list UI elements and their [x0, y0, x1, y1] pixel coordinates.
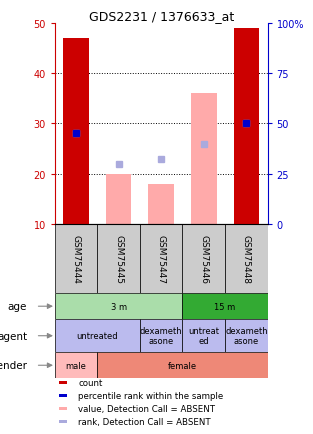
Text: GSM75447: GSM75447	[157, 234, 166, 283]
Bar	[55, 293, 182, 320]
Text: count: count	[78, 378, 103, 387]
Bar	[59, 420, 67, 423]
Bar	[233, 29, 259, 224]
Bar	[225, 224, 268, 293]
Text: 3 m: 3 m	[110, 302, 127, 311]
Bar	[106, 174, 131, 224]
Text: dexameth
asone: dexameth asone	[225, 326, 268, 345]
Text: female: female	[168, 361, 197, 370]
Bar	[182, 224, 225, 293]
Text: GSM75448: GSM75448	[242, 234, 251, 283]
Bar	[59, 381, 67, 384]
Bar	[55, 320, 140, 352]
Bar	[182, 320, 225, 352]
Bar	[97, 224, 140, 293]
Text: untreat
ed: untreat ed	[188, 326, 219, 345]
Text: untreated: untreated	[77, 332, 118, 340]
Text: male: male	[66, 361, 86, 370]
Text: GSM75444: GSM75444	[72, 234, 80, 283]
Text: gender: gender	[0, 360, 27, 370]
Bar	[55, 352, 97, 378]
Text: percentile rank within the sample: percentile rank within the sample	[78, 391, 223, 400]
Bar	[191, 94, 217, 224]
Text: 15 m: 15 m	[214, 302, 236, 311]
Bar	[59, 394, 67, 397]
Bar	[59, 407, 67, 410]
Bar	[140, 224, 182, 293]
Bar	[140, 320, 182, 352]
Text: age: age	[8, 302, 27, 312]
Bar	[63, 39, 89, 224]
Bar	[225, 320, 268, 352]
Text: rank, Detection Call = ABSENT: rank, Detection Call = ABSENT	[78, 417, 211, 426]
Text: GSM75446: GSM75446	[199, 234, 208, 283]
Bar	[97, 352, 268, 378]
Title: GDS2231 / 1376633_at: GDS2231 / 1376633_at	[89, 10, 234, 23]
Bar	[148, 184, 174, 224]
Text: agent: agent	[0, 331, 27, 341]
Text: GSM75445: GSM75445	[114, 234, 123, 283]
Bar	[55, 224, 97, 293]
Bar	[182, 293, 268, 320]
Text: dexameth
asone: dexameth asone	[140, 326, 182, 345]
Text: value, Detection Call = ABSENT: value, Detection Call = ABSENT	[78, 404, 215, 413]
